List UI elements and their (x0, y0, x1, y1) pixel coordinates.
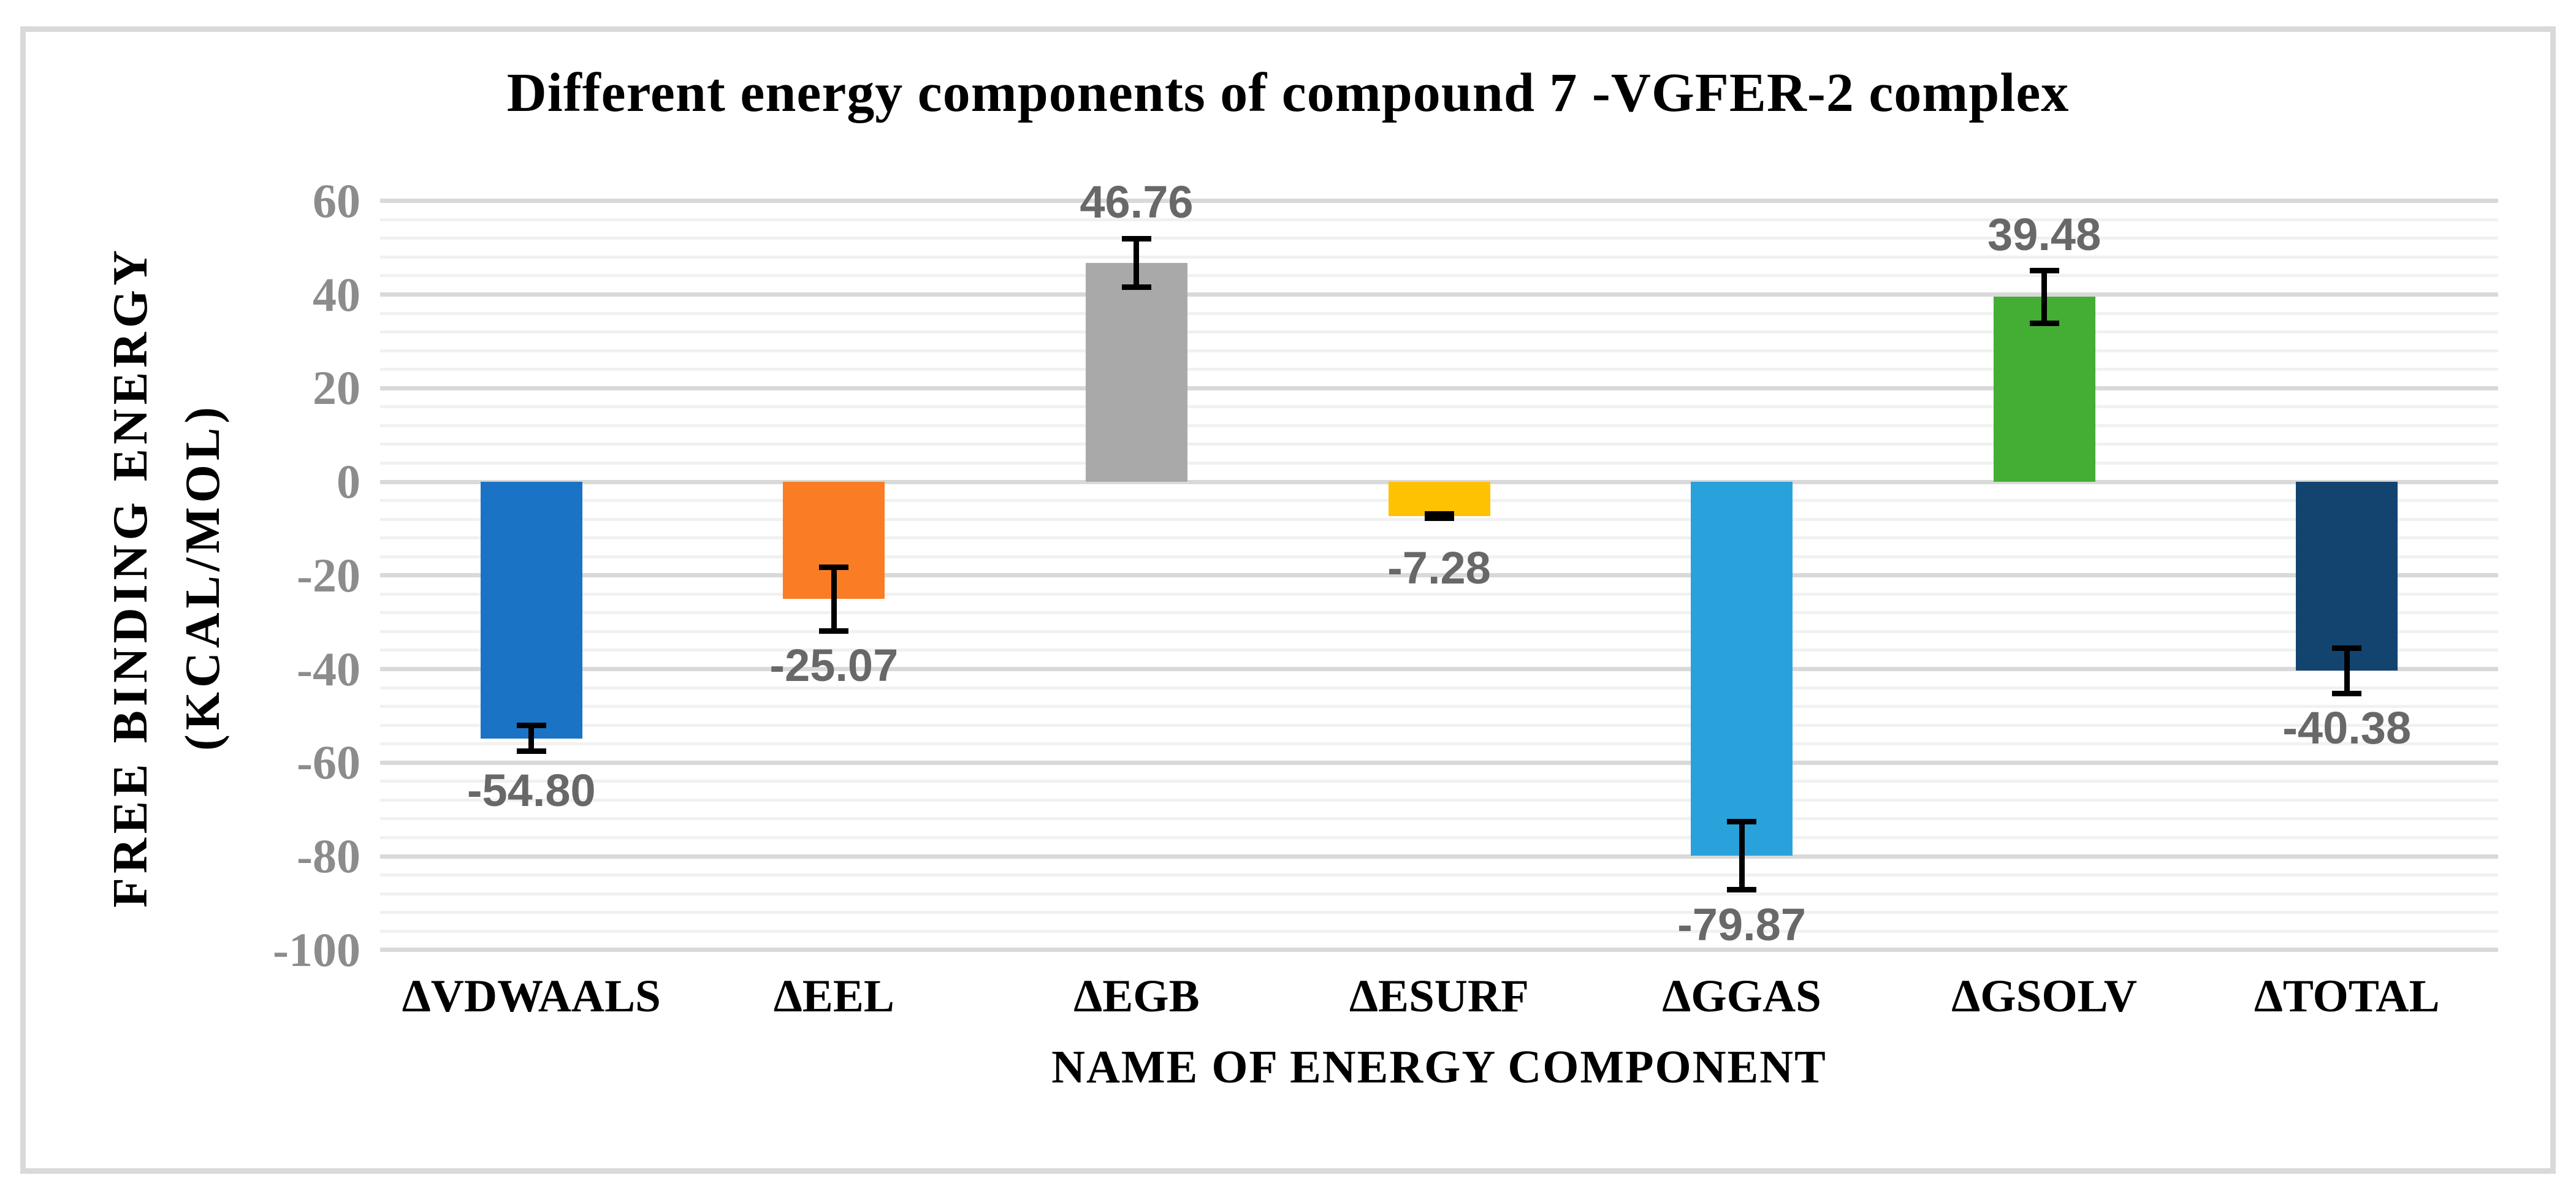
minor-gridline (380, 817, 2498, 821)
minor-gridline (380, 723, 2498, 727)
minor-gridline (380, 742, 2498, 746)
bar-vdwaals (480, 482, 582, 739)
minor-gridline (380, 648, 2498, 652)
minor-gridline (380, 592, 2498, 596)
minor-gridline (380, 536, 2498, 540)
bar-gsolv (1993, 297, 2095, 482)
error-bar-line-ggas (1739, 821, 1745, 890)
bar-esurf (1388, 482, 1490, 516)
minor-gridline (380, 349, 2498, 352)
x-category-label-ggas: ΔGGAS (1662, 971, 1821, 1022)
error-bar-cap-top-esurf (1424, 511, 1454, 517)
major-gridline (380, 667, 2498, 671)
x-category-label-gsolv: ΔGSOLV (1951, 971, 2137, 1022)
error-bar-line-egb (1134, 238, 1140, 287)
minor-gridline (380, 929, 2498, 933)
major-gridline (380, 199, 2498, 203)
bar-ggas (1691, 482, 1793, 856)
minor-gridline (380, 798, 2498, 802)
major-gridline (380, 760, 2498, 765)
error-bar-line-gsolv (2041, 270, 2048, 324)
minor-gridline (380, 835, 2498, 839)
error-bar-cap-top-vdwaals (516, 722, 546, 728)
minor-gridline (380, 780, 2498, 783)
minor-gridline (380, 892, 2498, 895)
minor-gridline (380, 311, 2498, 315)
y-tick-label: -100 (273, 922, 360, 976)
error-bar-cap-top-ggas (1727, 818, 1757, 824)
data-label-ggas: -79.87 (1677, 899, 1806, 950)
y-tick-label: 40 (313, 267, 360, 321)
error-bar-cap-top-egb (1121, 235, 1151, 241)
error-bar-cap-top-eel (819, 565, 849, 571)
error-bar-line-total (2344, 648, 2350, 694)
error-bar-cap-top-total (2332, 645, 2362, 652)
data-label-gsolv: 39.48 (1987, 208, 2102, 260)
x-category-label-vdwaals: ΔVDWAALS (402, 971, 661, 1022)
data-label-egb: 46.76 (1080, 177, 1194, 228)
minor-gridline (380, 443, 2498, 446)
major-gridline (380, 854, 2498, 859)
minor-gridline (380, 274, 2498, 278)
error-bar-cap-bottom-esurf (1424, 515, 1454, 521)
minor-gridline (380, 611, 2498, 615)
bar-total (2296, 482, 2398, 671)
error-bar-cap-bottom-eel (819, 628, 849, 634)
minor-gridline (380, 330, 2498, 334)
minor-gridline (380, 911, 2498, 915)
minor-gridline (380, 705, 2498, 709)
error-bar-cap-top-gsolv (2029, 268, 2059, 274)
data-label-eel: -25.07 (769, 640, 899, 691)
error-bar-line-eel (831, 567, 837, 631)
data-label-total: -40.38 (2282, 702, 2412, 754)
y-tick-label: 20 (313, 361, 360, 415)
x-category-label-eel: ΔEEL (773, 971, 894, 1022)
chart-title: Different energy components of compound … (506, 63, 2070, 123)
minor-gridline (380, 424, 2498, 427)
error-bar-cap-bottom-vdwaals (516, 748, 546, 755)
minor-gridline (380, 461, 2498, 465)
major-gridline (380, 948, 2498, 953)
x-axis-title: NAME OF ENERGY COMPONENT (1051, 1041, 1827, 1093)
error-bar-cap-bottom-gsolv (2029, 320, 2059, 326)
y-tick-label: 60 (313, 173, 360, 227)
y-tick-label: -60 (297, 736, 360, 789)
minor-gridline (380, 873, 2498, 877)
minor-gridline (380, 555, 2498, 558)
minor-gridline (380, 368, 2498, 371)
minor-gridline (380, 218, 2498, 221)
x-category-label-total: ΔTOTAL (2254, 971, 2440, 1022)
minor-gridline (380, 405, 2498, 409)
error-bar-line-vdwaals (528, 725, 535, 751)
error-bar-cap-bottom-egb (1121, 284, 1151, 291)
y-tick-label: -20 (297, 548, 360, 602)
y-tick-label: -40 (297, 642, 360, 696)
minor-gridline (380, 686, 2498, 690)
chart-border-frame (20, 26, 2556, 1174)
minor-gridline (380, 255, 2498, 259)
x-category-label-esurf: ΔESURF (1349, 971, 1529, 1022)
bar-egb (1085, 262, 1187, 482)
data-label-vdwaals: -54.80 (467, 764, 596, 816)
y-tick-label: 0 (337, 455, 360, 508)
x-category-label-egb: ΔEGB (1073, 971, 1200, 1022)
minor-gridline (380, 237, 2498, 240)
minor-gridline (380, 629, 2498, 633)
major-gridline (380, 386, 2498, 390)
major-gridline (380, 573, 2498, 578)
data-label-esurf: -7.28 (1387, 542, 1491, 593)
y-tick-label: -80 (297, 829, 360, 883)
error-bar-cap-bottom-ggas (1727, 887, 1757, 893)
error-bar-cap-bottom-total (2332, 690, 2362, 696)
major-gridline (380, 292, 2498, 297)
